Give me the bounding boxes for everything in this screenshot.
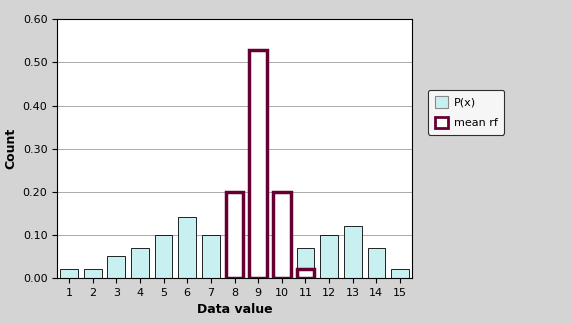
- Bar: [225, 256, 244, 278]
- Bar: [108, 256, 125, 278]
- Y-axis label: Count: Count: [4, 128, 17, 169]
- Bar: [273, 256, 291, 278]
- Legend: P(x), mean rf: P(x), mean rf: [428, 89, 504, 135]
- X-axis label: Data value: Data value: [197, 303, 272, 316]
- Bar: [225, 192, 244, 278]
- Bar: [273, 192, 291, 278]
- Bar: [296, 248, 315, 278]
- Bar: [202, 235, 220, 278]
- Bar: [60, 269, 78, 278]
- Bar: [296, 269, 315, 278]
- Bar: [391, 269, 409, 278]
- Bar: [131, 248, 149, 278]
- Bar: [249, 49, 267, 278]
- Bar: [320, 235, 338, 278]
- Bar: [367, 248, 386, 278]
- Bar: [344, 226, 362, 278]
- Bar: [84, 269, 102, 278]
- Bar: [154, 235, 173, 278]
- Bar: [249, 269, 267, 278]
- Bar: [178, 217, 196, 278]
